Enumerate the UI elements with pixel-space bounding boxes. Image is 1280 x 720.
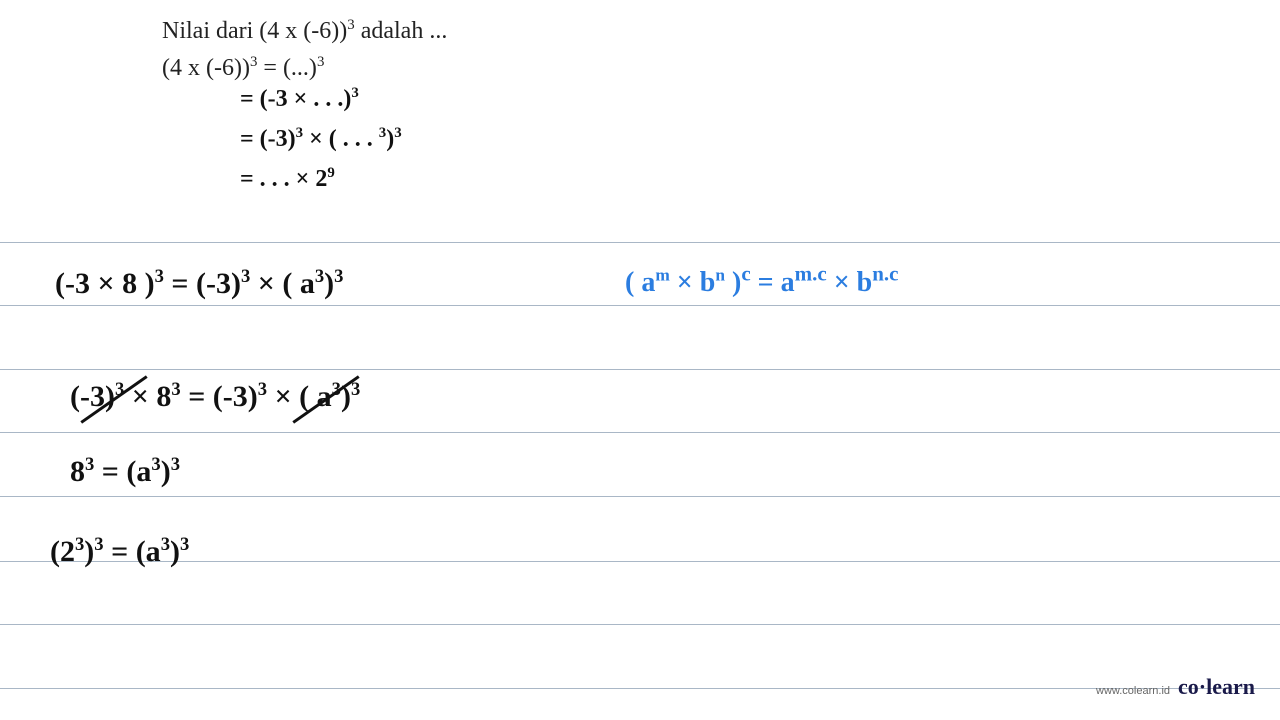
work-row3: 83 = (a3)3 <box>70 455 180 489</box>
footer-brand: co·learn <box>1178 674 1255 700</box>
problem-line2: (4 x (-6))3 = (...)3 <box>162 55 324 82</box>
problem-line1: Nilai dari (4 x (-6))3 adalah ... <box>162 18 447 45</box>
work-row4: (23)3 = (a3)3 <box>50 535 189 569</box>
footer-url: www.colearn.id <box>1096 685 1170 697</box>
hand-step3: = . . . × 29 <box>240 166 335 193</box>
formula-blue: ( am × bn )c = am.c × bn.c <box>625 267 898 299</box>
hand-step1: = (-3 × . . .)3 <box>240 86 359 113</box>
ruled-background <box>0 0 1280 720</box>
work-row1: (-3 × 8 )3 = (-3)3 × ( a3)3 <box>55 267 343 301</box>
hand-step2: = (-3)3 × ( . . . 3)3 <box>240 126 402 153</box>
footer: www.colearn.id co·learn <box>1096 674 1255 700</box>
